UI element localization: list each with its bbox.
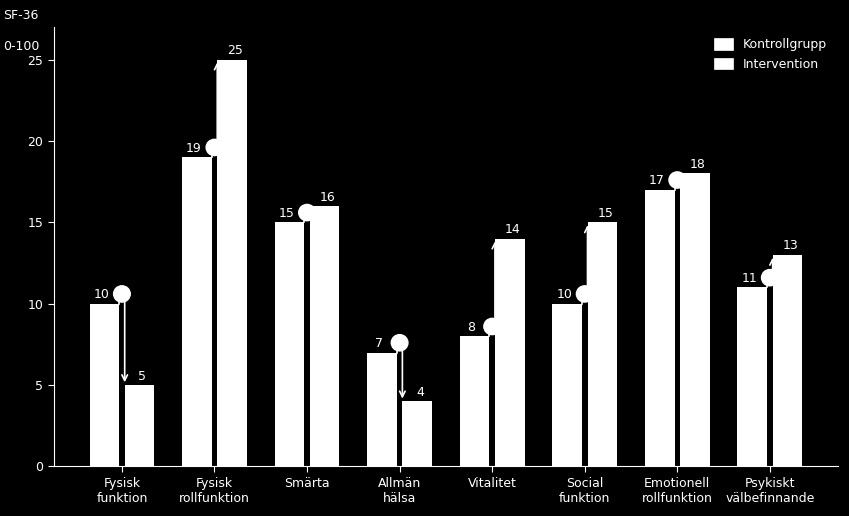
Text: 14: 14 <box>505 223 520 236</box>
Legend: Kontrollgrupp, Intervention: Kontrollgrupp, Intervention <box>709 33 832 75</box>
Bar <box>310 206 340 466</box>
Bar <box>402 401 432 466</box>
Text: 0-100: 0-100 <box>3 40 39 53</box>
Text: 18: 18 <box>690 158 706 171</box>
Text: 13: 13 <box>783 239 798 252</box>
Bar <box>553 304 582 466</box>
Bar <box>588 222 617 466</box>
Bar <box>217 59 247 466</box>
Ellipse shape <box>484 318 501 335</box>
Text: 25: 25 <box>227 44 243 57</box>
Bar <box>89 304 119 466</box>
Ellipse shape <box>114 286 130 302</box>
Ellipse shape <box>391 335 408 351</box>
Text: SF-36: SF-36 <box>3 9 38 22</box>
Bar <box>645 190 674 466</box>
Text: 8: 8 <box>468 321 475 334</box>
Bar <box>495 238 525 466</box>
Ellipse shape <box>299 204 315 221</box>
Bar <box>274 222 304 466</box>
Bar <box>738 287 767 466</box>
Text: 19: 19 <box>186 142 202 155</box>
Bar <box>680 173 710 466</box>
Text: 11: 11 <box>741 272 757 285</box>
Bar <box>182 157 211 466</box>
Ellipse shape <box>576 286 593 302</box>
Bar <box>125 385 155 466</box>
Text: 10: 10 <box>556 288 572 301</box>
Text: 17: 17 <box>649 174 665 187</box>
Bar <box>368 352 396 466</box>
Bar <box>460 336 489 466</box>
Bar <box>773 255 802 466</box>
Ellipse shape <box>669 172 686 188</box>
Text: 15: 15 <box>598 207 613 220</box>
Text: 7: 7 <box>375 337 383 350</box>
Text: 5: 5 <box>138 369 147 383</box>
Ellipse shape <box>206 139 222 156</box>
Text: 16: 16 <box>320 190 335 204</box>
Text: 15: 15 <box>278 207 295 220</box>
Text: 4: 4 <box>416 386 424 399</box>
Text: 10: 10 <box>93 288 110 301</box>
Ellipse shape <box>762 269 779 286</box>
